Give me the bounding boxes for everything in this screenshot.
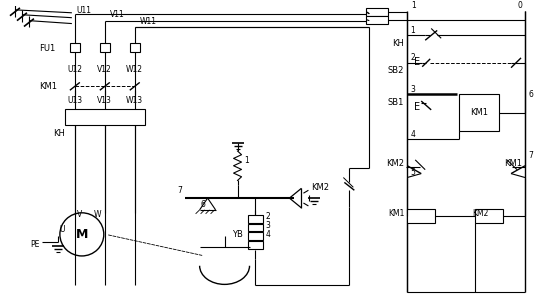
Text: KH: KH bbox=[392, 39, 404, 48]
Text: KM1: KM1 bbox=[388, 209, 404, 218]
Text: 2: 2 bbox=[265, 212, 270, 221]
Text: U13: U13 bbox=[67, 95, 82, 105]
Bar bbox=[248, 241, 263, 249]
Text: 6: 6 bbox=[528, 90, 533, 99]
Text: U12: U12 bbox=[67, 65, 82, 74]
Text: KM1: KM1 bbox=[39, 82, 57, 91]
Text: V: V bbox=[77, 210, 82, 219]
Text: 1: 1 bbox=[245, 156, 249, 165]
Text: 2: 2 bbox=[410, 54, 415, 62]
Text: 6: 6 bbox=[200, 200, 205, 209]
Bar bbox=[70, 43, 80, 52]
Text: KM1: KM1 bbox=[504, 159, 522, 168]
Text: U11: U11 bbox=[77, 6, 92, 15]
Text: KM2: KM2 bbox=[472, 209, 489, 218]
Bar bbox=[130, 43, 140, 52]
Text: 3: 3 bbox=[410, 85, 415, 94]
Text: SB2: SB2 bbox=[388, 66, 404, 75]
Text: U: U bbox=[59, 225, 65, 234]
Text: 5: 5 bbox=[410, 168, 415, 177]
Text: M: M bbox=[76, 228, 88, 241]
Text: PE: PE bbox=[30, 240, 40, 249]
Text: V12: V12 bbox=[97, 65, 112, 74]
Text: 4: 4 bbox=[410, 130, 415, 139]
Bar bbox=[475, 209, 503, 223]
Bar bbox=[366, 16, 388, 24]
Text: V11: V11 bbox=[110, 10, 124, 19]
Bar bbox=[248, 215, 263, 223]
Text: 1: 1 bbox=[410, 26, 415, 35]
Text: E: E bbox=[414, 102, 420, 112]
Text: 7: 7 bbox=[177, 186, 182, 195]
Bar bbox=[248, 224, 263, 231]
Text: YB: YB bbox=[232, 230, 242, 239]
Bar bbox=[100, 43, 110, 52]
Text: KH: KH bbox=[53, 129, 65, 138]
Text: 3: 3 bbox=[265, 221, 270, 230]
Text: W11: W11 bbox=[140, 16, 157, 26]
Text: 7: 7 bbox=[528, 151, 533, 161]
Text: W12: W12 bbox=[126, 65, 143, 74]
Text: E: E bbox=[414, 57, 420, 67]
Text: 0: 0 bbox=[517, 1, 522, 10]
Text: 1: 1 bbox=[411, 1, 416, 10]
Bar bbox=[407, 209, 435, 223]
Text: W: W bbox=[94, 210, 101, 219]
Text: 4: 4 bbox=[265, 230, 270, 239]
Bar bbox=[459, 94, 499, 131]
Text: FU1: FU1 bbox=[38, 43, 55, 53]
Bar bbox=[366, 8, 388, 16]
Text: KM2: KM2 bbox=[386, 159, 404, 168]
Text: SB1: SB1 bbox=[388, 98, 404, 106]
Text: V13: V13 bbox=[97, 95, 112, 105]
Text: W13: W13 bbox=[126, 95, 143, 105]
Text: KM1: KM1 bbox=[470, 108, 488, 117]
Bar bbox=[248, 233, 263, 240]
Bar bbox=[65, 109, 145, 125]
Text: KM2: KM2 bbox=[311, 183, 329, 192]
